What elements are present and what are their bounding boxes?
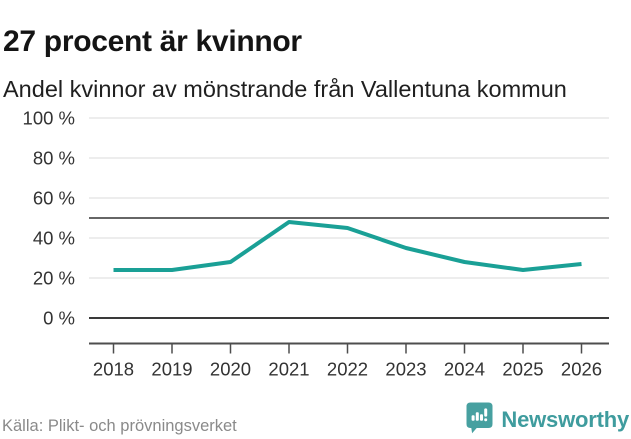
x-tick-label: 2020 <box>210 359 251 380</box>
x-tick-label: 2018 <box>93 359 134 380</box>
x-tick-label: 2025 <box>502 359 543 380</box>
x-tick-label: 2023 <box>385 359 426 380</box>
x-tick-label: 2021 <box>268 359 309 380</box>
x-tick-label: 2022 <box>327 359 368 380</box>
y-tick-label: 40 % <box>33 228 75 249</box>
y-tick-label: 80 % <box>33 148 75 169</box>
y-tick-label: 20 % <box>33 268 75 289</box>
chart-subtitle: Andel kvinnor av mönstrande från Vallent… <box>3 76 567 102</box>
x-tick-label: 2024 <box>444 359 485 380</box>
chart-title: 27 procent är kvinnor <box>3 25 302 59</box>
y-tick-label: 100 % <box>23 108 75 129</box>
y-tick-label: 60 % <box>33 188 75 209</box>
newsworthy-wordmark: Newsworthy <box>501 407 629 432</box>
newsworthy-bubble-chart-icon <box>466 402 493 434</box>
x-tick-label: 2026 <box>561 359 602 380</box>
x-tick-label: 2019 <box>151 359 192 380</box>
source-note: Källa: Plikt- och prövningsverket <box>2 417 237 435</box>
y-tick-label: 0 % <box>43 308 75 329</box>
data-line <box>113 220 582 272</box>
newsworthy-logo[interactable]: Newsworthy <box>466 401 629 435</box>
